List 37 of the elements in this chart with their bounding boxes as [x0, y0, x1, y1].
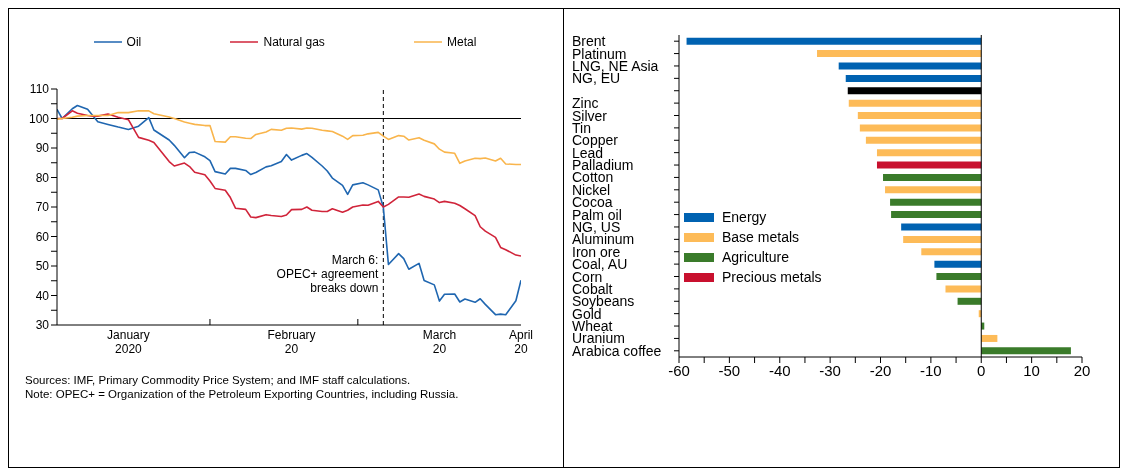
legend-label: Oil [126, 35, 142, 49]
y-tick-label: 60 [35, 229, 50, 244]
y-tick-label: Arabica coffee [572, 342, 662, 359]
legend-label: Energy [722, 209, 767, 225]
y-tick-label: 30 [35, 318, 50, 333]
y-tick-label: 110 [29, 82, 50, 97]
y-tick-label: 40 [35, 288, 50, 303]
y-tick-label: Coal, AU [572, 256, 628, 273]
legend-label: Natural gas [263, 35, 325, 49]
x-tick-label: 10 [1023, 361, 1040, 379]
y-tick-label: 80 [35, 170, 50, 185]
ref-line-label: March 6: OPEC+ agreement breaks down [276, 252, 379, 296]
legend-label: Metal [447, 35, 477, 49]
legend-label: Precious metals [722, 269, 822, 285]
y-tick-label: 70 [35, 200, 50, 215]
text: Note: OPEC+ = Organization of the Petroleum Exporting Countries, including Russia. [25, 387, 460, 401]
x-tick-label: April 20 [508, 328, 534, 357]
y-tick-label: 100 [28, 111, 50, 126]
x-tick-label: March 20 [422, 328, 457, 357]
x-tick-label: -40 [768, 361, 791, 379]
x-tick-label: -60 [668, 361, 690, 379]
legend-label: Base metals [722, 229, 800, 245]
y-tick-label: 90 [35, 141, 50, 156]
y-tick-label: 50 [35, 259, 50, 274]
x-tick-label: -10 [920, 361, 942, 379]
y-tick-label: Palm oil [572, 206, 622, 223]
x-tick-label: -30 [819, 361, 841, 379]
x-tick-label: January 2020 [107, 328, 150, 357]
y-tick-label: Nickel [572, 181, 611, 198]
x-tick-label: 0 [977, 361, 986, 379]
source-note: Sources: IMF, Primary Commodity Price System; and IMF staff calculations. [25, 373, 412, 387]
y-tick-label: Platinum [572, 45, 627, 62]
x-tick-label: -50 [718, 361, 741, 379]
x-tick-label: February 20 [267, 328, 316, 357]
legend-label: Agriculture [722, 249, 789, 265]
x-tick-label: -20 [869, 361, 892, 379]
x-tick-label: 20 [1073, 361, 1091, 379]
